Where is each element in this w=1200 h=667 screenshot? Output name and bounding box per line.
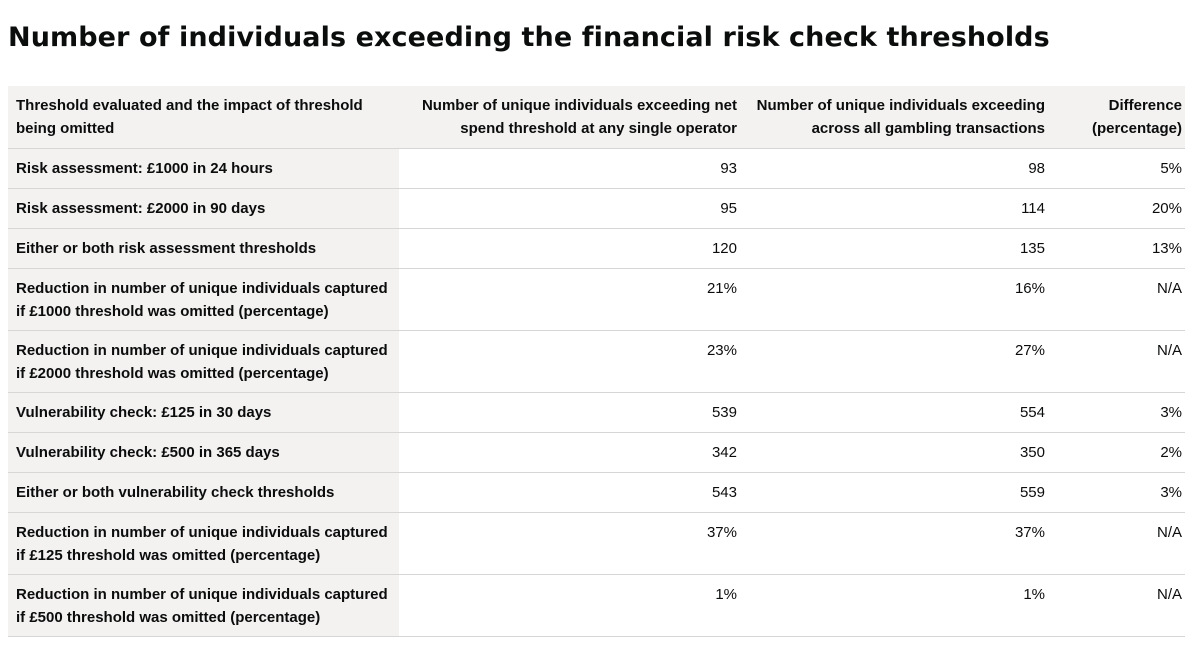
difference-value: N/A xyxy=(1047,574,1185,637)
row-label: Vulnerability check: £500 in 365 days xyxy=(8,432,399,473)
header-difference: Difference (percentage) xyxy=(1047,86,1185,149)
table-header: Threshold evaluated and the impact of th… xyxy=(8,86,1185,149)
table-row: Either or both risk assessment threshold… xyxy=(8,228,1185,269)
table-row: Vulnerability check: £125 in 30 days 539… xyxy=(8,392,1185,433)
all-transactions-value: 37% xyxy=(738,512,1047,575)
difference-value: 2% xyxy=(1047,432,1185,473)
table-row: Vulnerability check: £500 in 365 days 34… xyxy=(8,432,1185,473)
all-transactions-value: 1% xyxy=(738,574,1047,637)
difference-value: N/A xyxy=(1047,330,1185,393)
row-label: Either or both risk assessment threshold… xyxy=(8,228,399,269)
table-body: Risk assessment: £1000 in 24 hours 93 98… xyxy=(8,148,1185,637)
table-row: Reduction in number of unique individual… xyxy=(8,512,1185,575)
row-label: Risk assessment: £1000 in 24 hours xyxy=(8,148,399,189)
row-label: Reduction in number of unique individual… xyxy=(8,574,399,637)
table-row: Either or both vulnerability check thres… xyxy=(8,472,1185,513)
header-single-operator: Number of unique individuals exceeding n… xyxy=(399,86,738,149)
all-transactions-value: 554 xyxy=(738,392,1047,433)
table-row: Risk assessment: £2000 in 90 days 95 114… xyxy=(8,188,1185,229)
table-row: Reduction in number of unique individual… xyxy=(8,268,1185,331)
all-transactions-value: 16% xyxy=(738,268,1047,331)
table-row: Reduction in number of unique individual… xyxy=(8,330,1185,393)
row-label: Reduction in number of unique individual… xyxy=(8,268,399,331)
row-label: Reduction in number of unique individual… xyxy=(8,330,399,393)
single-operator-value: 93 xyxy=(399,148,738,189)
single-operator-value: 1% xyxy=(399,574,738,637)
row-label: Vulnerability check: £125 in 30 days xyxy=(8,392,399,433)
all-transactions-value: 27% xyxy=(738,330,1047,393)
row-label: Risk assessment: £2000 in 90 days xyxy=(8,188,399,229)
difference-value: 3% xyxy=(1047,472,1185,513)
table-row: Reduction in number of unique individual… xyxy=(8,574,1185,637)
single-operator-value: 21% xyxy=(399,268,738,331)
page-title: Number of individuals exceeding the fina… xyxy=(8,22,1050,53)
row-label: Either or both vulnerability check thres… xyxy=(8,472,399,513)
row-label: Reduction in number of unique individual… xyxy=(8,512,399,575)
difference-value: N/A xyxy=(1047,268,1185,331)
difference-value: N/A xyxy=(1047,512,1185,575)
thresholds-table: Threshold evaluated and the impact of th… xyxy=(8,86,1185,637)
single-operator-value: 543 xyxy=(399,472,738,513)
difference-value: 3% xyxy=(1047,392,1185,433)
single-operator-value: 37% xyxy=(399,512,738,575)
difference-value: 13% xyxy=(1047,228,1185,269)
all-transactions-value: 350 xyxy=(738,432,1047,473)
header-row: Threshold evaluated and the impact of th… xyxy=(8,86,1185,149)
all-transactions-value: 559 xyxy=(738,472,1047,513)
table-row: Risk assessment: £1000 in 24 hours 93 98… xyxy=(8,148,1185,189)
difference-value: 5% xyxy=(1047,148,1185,189)
single-operator-value: 23% xyxy=(399,330,738,393)
difference-value: 20% xyxy=(1047,188,1185,229)
all-transactions-value: 98 xyxy=(738,148,1047,189)
single-operator-value: 539 xyxy=(399,392,738,433)
single-operator-value: 120 xyxy=(399,228,738,269)
header-all-transactions: Number of unique individuals exceeding a… xyxy=(738,86,1047,149)
header-threshold: Threshold evaluated and the impact of th… xyxy=(8,86,399,149)
all-transactions-value: 135 xyxy=(738,228,1047,269)
single-operator-value: 95 xyxy=(399,188,738,229)
all-transactions-value: 114 xyxy=(738,188,1047,229)
single-operator-value: 342 xyxy=(399,432,738,473)
